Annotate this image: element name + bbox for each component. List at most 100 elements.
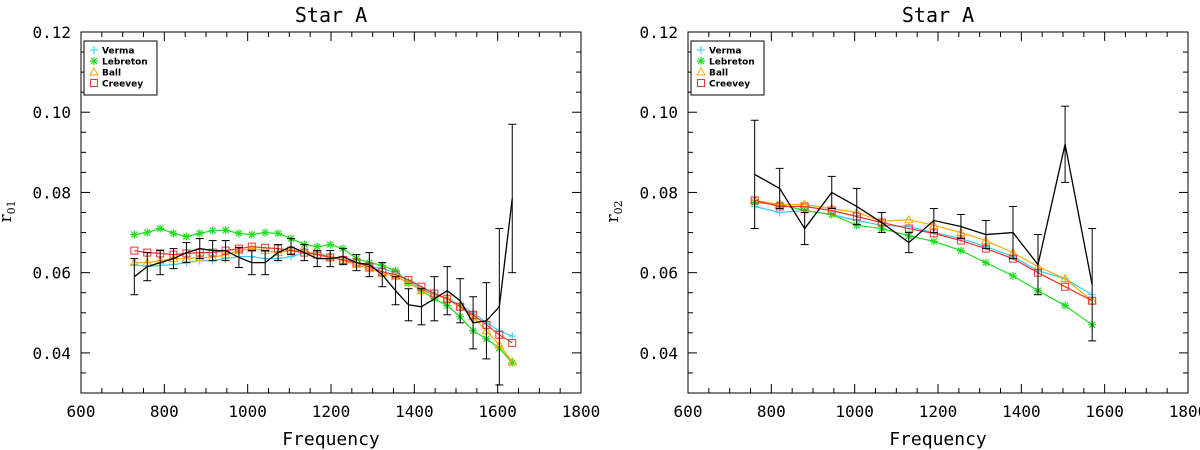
legend-label: Ball: [102, 69, 121, 79]
error-bar: [495, 228, 504, 386]
y-tick-label: 0.06: [32, 264, 71, 283]
data-point: [195, 229, 204, 238]
legend-label: Lebreton: [102, 58, 148, 68]
series-observed: [130, 123, 517, 386]
data-point-d: [828, 211, 836, 218]
data-point: [182, 232, 191, 241]
error-bar: [156, 250, 165, 276]
data-point: [1060, 273, 1070, 283]
chart-panel-right: Star A 600 800 1000 1200 1400 1600 1800 0.04 0.06…: [603, 3, 1200, 450]
series-verma: [750, 202, 1097, 299]
legend-marker: [90, 79, 98, 87]
series-line: [134, 227, 513, 364]
x-tick-label: 600: [67, 402, 96, 421]
series-line: [133, 198, 513, 324]
error-bar: [352, 254, 361, 272]
data-point-d: [222, 226, 230, 234]
x-tick-label: 600: [674, 402, 703, 421]
data-point-d: [235, 229, 243, 237]
series-line: [754, 199, 1093, 302]
data-point: [956, 246, 965, 255]
error-bar: [247, 250, 256, 276]
legend-marker: [90, 57, 98, 65]
x-tick-label: 1600: [478, 402, 517, 421]
data-point-d: [182, 233, 190, 240]
error-bar: [378, 262, 387, 288]
y-tick-label: 0.12: [32, 23, 71, 42]
error-bar: [1061, 105, 1070, 183]
y-axis-label: r02: [603, 200, 625, 222]
error-bar: [143, 252, 152, 282]
legend-label: Verma: [102, 47, 134, 57]
x-tick-label: 1200: [919, 402, 958, 421]
data-point: [799, 199, 810, 208]
data-point: [247, 230, 256, 239]
error-bar: [404, 288, 413, 322]
legend-marker: [697, 46, 705, 54]
error-bar: [482, 282, 491, 360]
error-bar: [981, 220, 990, 250]
data-point-d: [261, 229, 269, 236]
data-point: [194, 252, 205, 261]
data-point: [904, 222, 913, 231]
legend-label: Ball: [709, 69, 728, 79]
error-bar: [456, 278, 465, 324]
y-axis-label-main: r: [603, 214, 623, 223]
error-bar: [234, 246, 243, 268]
legend-label: Creevey: [709, 80, 750, 90]
data-point-d: [170, 229, 177, 237]
legend-label: Creevey: [102, 80, 143, 90]
data-point: [904, 224, 913, 233]
data-point: [981, 258, 990, 267]
series-lebreton: [130, 224, 517, 367]
x-tick-label: 1000: [228, 402, 267, 421]
data-point: [274, 229, 283, 238]
error-bar: [208, 240, 217, 262]
error-bar: [508, 123, 517, 274]
error-bar: [274, 244, 283, 262]
data-point: [1009, 271, 1017, 280]
series-line: [134, 245, 513, 344]
y-axis-label-sub: 01: [5, 200, 18, 214]
y-tick-label: 0.04: [639, 344, 678, 363]
error-bar: [339, 248, 348, 266]
error-bar: [443, 266, 452, 316]
x-tick-label: 1000: [835, 402, 874, 421]
y-tick-label: 0.10: [32, 103, 71, 122]
error-bar: [182, 242, 191, 264]
y-tick-label: 0.04: [32, 344, 71, 363]
chart-panel-left: Star A 600 800 1000 1200 1400 1600 1800 0.04 0.06…: [0, 3, 600, 450]
x-tick-label: 1600: [1085, 402, 1124, 421]
data-point: [234, 229, 243, 238]
error-bar: [313, 250, 322, 268]
error-bar: [365, 252, 374, 278]
error-bar: [1009, 205, 1017, 260]
error-bar: [300, 244, 309, 262]
data-point: [130, 246, 139, 255]
error-bar: [929, 207, 938, 234]
x-tick-label: 800: [150, 402, 179, 421]
x-tick-label: 1800: [1169, 402, 1200, 421]
data-point: [313, 242, 322, 251]
error-bar: [827, 175, 836, 209]
error-bar: [287, 238, 295, 256]
data-point: [508, 332, 517, 341]
series-line: [134, 247, 513, 363]
error-bar: [326, 250, 335, 268]
error-bar: [775, 167, 784, 209]
legend-marker: [90, 46, 98, 54]
x-tick-label: 1800: [562, 402, 601, 421]
data-point: [130, 230, 139, 239]
legend-label: Lebreton: [709, 58, 755, 68]
y-tick-label: 0.06: [639, 264, 678, 283]
error-bar: [391, 276, 400, 306]
y-axis-label-main: r: [0, 214, 16, 223]
series-lebreton: [750, 198, 1097, 329]
data-point-d: [248, 231, 256, 238]
y-tick-label: 0.10: [639, 103, 678, 122]
error-bar: [195, 238, 204, 260]
data-point-d: [326, 241, 334, 249]
x-tick-label: 1400: [395, 402, 434, 421]
